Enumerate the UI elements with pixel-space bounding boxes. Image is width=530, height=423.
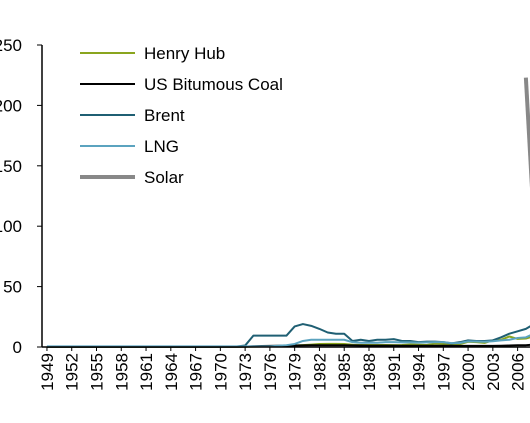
x-tick-label: 1958 xyxy=(112,353,131,391)
legend-label: Henry Hub xyxy=(144,44,225,63)
x-tick-label: 1982 xyxy=(310,353,329,391)
y-tick-label: 250 xyxy=(0,36,22,55)
y-tick-label: 100 xyxy=(0,217,22,236)
legend-label: Solar xyxy=(144,168,184,187)
x-tick-label: 1994 xyxy=(410,353,429,391)
x-tick-label: 1955 xyxy=(87,353,106,391)
x-tick-label: 1997 xyxy=(434,353,453,391)
x-tick-label: 1988 xyxy=(360,353,379,391)
y-tick-label: 0 xyxy=(13,338,22,357)
x-tick-label: 1964 xyxy=(162,353,181,391)
x-tick-label: 1973 xyxy=(236,353,255,391)
y-tick-label: 150 xyxy=(0,157,22,176)
x-tick-label: 2000 xyxy=(459,353,478,391)
x-tick-label: 1979 xyxy=(286,353,305,391)
x-tick-label: 1967 xyxy=(187,353,206,391)
x-tick-label: 1961 xyxy=(137,353,156,391)
x-tick-label: 2006 xyxy=(509,353,528,391)
x-tick-label: 1949 xyxy=(38,353,57,391)
x-tick-label: 1970 xyxy=(211,353,230,391)
x-tick-label: 1991 xyxy=(385,353,404,391)
legend-label: Brent xyxy=(144,106,185,125)
plot-area xyxy=(46,77,530,348)
x-tick-label: 1985 xyxy=(335,353,354,391)
x-tick-label: 2003 xyxy=(484,353,503,391)
y-tick-label: 200 xyxy=(0,96,22,115)
legend-label: US Bitumous Coal xyxy=(144,75,283,94)
y-tick-label: 50 xyxy=(3,278,22,297)
x-tick-label: 1952 xyxy=(63,353,82,391)
legend-label: LNG xyxy=(144,137,179,156)
series-line xyxy=(523,77,530,188)
x-tick-label: 1976 xyxy=(261,353,280,391)
